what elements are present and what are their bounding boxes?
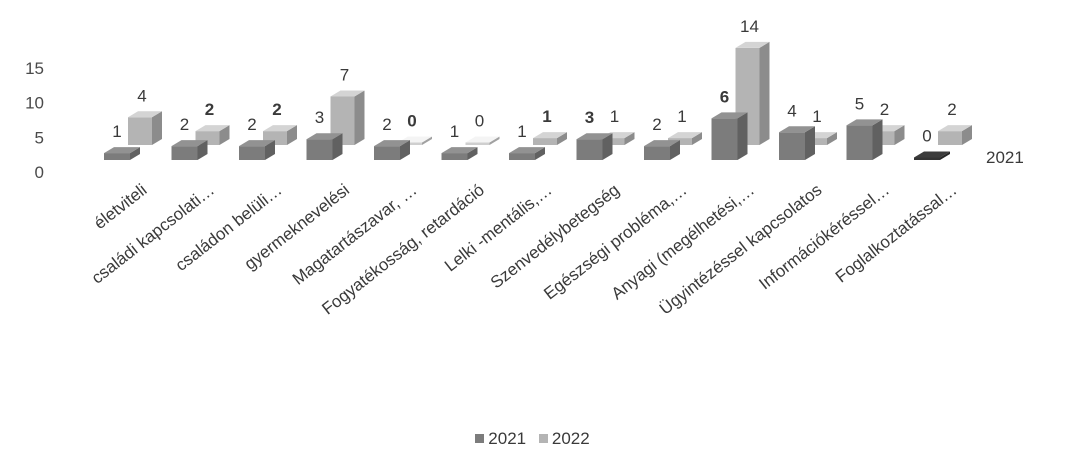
category-label: Információkéréssel… — [755, 180, 893, 293]
bar-2022-0 — [128, 111, 162, 145]
bars-group — [104, 41, 972, 160]
data-label-2021: 3 — [315, 108, 324, 127]
data-label-2022: 7 — [340, 65, 349, 84]
bar-2021-7 — [576, 133, 613, 160]
legend-swatch-2021 — [475, 434, 485, 443]
data-label-2021: 4 — [787, 101, 796, 120]
depth-axis-label: 2021 — [986, 148, 1024, 167]
bar-2022-6 — [533, 132, 567, 145]
bar-2021-6 — [509, 147, 545, 160]
data-label-2021: 2 — [247, 115, 256, 134]
data-label-2022: 1 — [610, 107, 619, 126]
data-label-2021: 2 — [652, 115, 661, 134]
bar-2021-12 — [914, 151, 950, 160]
data-label-2021: 2 — [180, 115, 189, 134]
bar-2022-12 — [938, 125, 972, 145]
y-tick-label: 10 — [25, 94, 44, 113]
data-label-2022: 2 — [205, 100, 214, 119]
y-tick-label: 15 — [25, 59, 44, 78]
bar-2021-4 — [374, 140, 410, 160]
bar-2022-1 — [195, 125, 230, 145]
data-label-2022: 2 — [880, 100, 889, 119]
data-label-2022: 2 — [272, 100, 281, 119]
data-label-2021: 6 — [720, 87, 729, 106]
category-label: életviteli — [90, 180, 150, 233]
legend-label-2022: 2022 — [551, 429, 590, 448]
legend-label-2021: 2021 — [488, 429, 527, 448]
bar-2021-11 — [846, 119, 883, 160]
bar-2021-0 — [104, 147, 140, 160]
category-label: Foglalkoztatással… — [832, 180, 961, 286]
y-tick-label: 5 — [35, 128, 44, 147]
data-label-2022: 0 — [475, 112, 484, 131]
bar-2021-5 — [441, 147, 478, 160]
bar-2021-9 — [711, 112, 748, 160]
legend-item-2021: 2021 — [475, 429, 526, 449]
bar-2021-10 — [779, 126, 815, 160]
y-tick-label: 0 — [35, 163, 44, 182]
bar-2021-2 — [239, 140, 275, 160]
data-label-2022: 0 — [407, 112, 416, 131]
data-label-2021: 1 — [112, 122, 121, 141]
data-label-2022: 1 — [542, 107, 551, 126]
bar-2021-8 — [644, 140, 680, 160]
bar-2021-1 — [171, 140, 208, 160]
data-label-2021: 3 — [585, 108, 594, 127]
y-axis: 0 5 10 15 — [25, 59, 44, 182]
category-label: Magatartászavar, … — [289, 180, 421, 289]
bar-2021-3 — [306, 133, 343, 160]
data-label-2022: 1 — [677, 107, 686, 126]
legend: 2021 2022 — [0, 429, 1065, 449]
data-label-2022: 4 — [137, 86, 146, 105]
data-label-2022: 14 — [740, 17, 759, 36]
data-label-2021: 0 — [922, 127, 931, 146]
category-label: Szenvedélybetegség — [487, 180, 623, 292]
data-label-2021: 1 — [450, 122, 459, 141]
bar-2022-5 — [465, 136, 500, 145]
data-label-2021: 1 — [517, 122, 526, 141]
category-label: családi kapcsolati… — [88, 180, 218, 287]
legend-swatch-2022 — [538, 434, 548, 443]
data-label-2022: 1 — [812, 107, 821, 126]
legend-item-2022: 2022 — [538, 429, 590, 449]
data-label-2021: 2 — [382, 115, 391, 134]
data-label-2022: 2 — [947, 100, 956, 119]
data-label-2021: 5 — [855, 94, 864, 113]
